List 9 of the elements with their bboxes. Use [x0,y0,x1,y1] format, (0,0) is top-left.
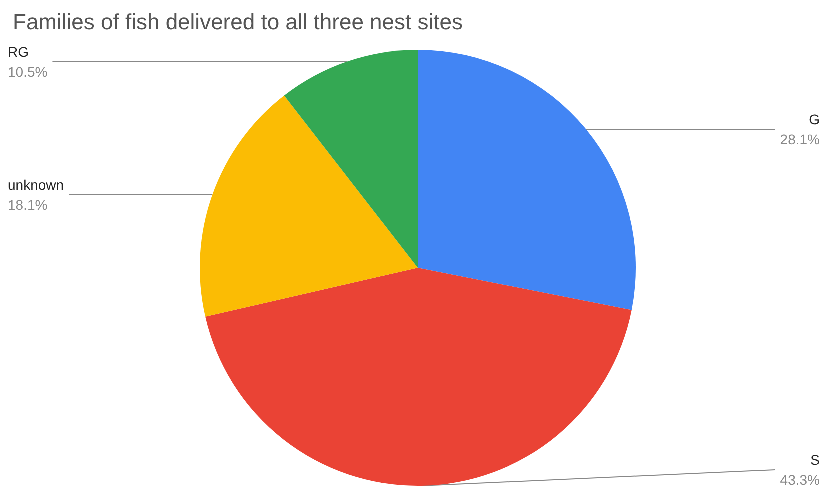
chart-title: Families of fish delivered to all three nest sites [13,10,463,34]
slice-label: unknown [8,176,64,193]
slice-label: G [809,112,820,128]
slice-label: RG [8,44,29,60]
slice-label: S [810,452,820,468]
data-label: 18.1% [8,196,48,213]
data-label: 10.5% [8,64,48,80]
data-label: 43.3% [780,472,820,488]
data-label: 28.1% [780,132,820,148]
